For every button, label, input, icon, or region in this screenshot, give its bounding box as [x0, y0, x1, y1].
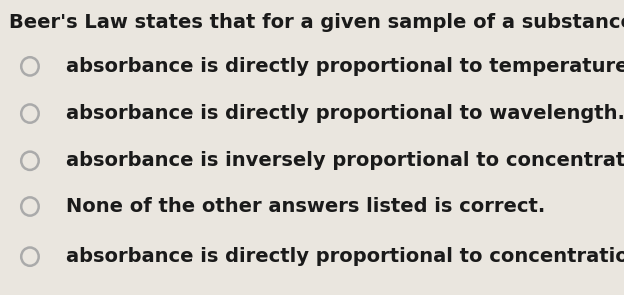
Text: absorbance is directly proportional to wavelength.: absorbance is directly proportional to w… [66, 104, 624, 123]
Text: Beer's Law states that for a given sample of a substance, its: Beer's Law states that for a given sampl… [9, 13, 624, 32]
Text: None of the other answers listed is correct.: None of the other answers listed is corr… [66, 197, 545, 216]
Text: absorbance is inversely proportional to concentration.: absorbance is inversely proportional to … [66, 151, 624, 170]
Text: absorbance is directly proportional to temperature.: absorbance is directly proportional to t… [66, 57, 624, 76]
Text: absorbance is directly proportional to concentration.: absorbance is directly proportional to c… [66, 247, 624, 266]
